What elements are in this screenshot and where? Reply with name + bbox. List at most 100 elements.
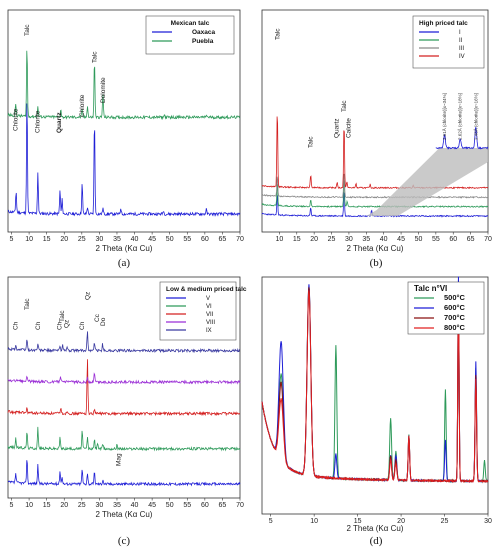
legend-entry: V	[206, 296, 210, 302]
x-tick-label: 30	[95, 236, 103, 243]
x-tick-label: 5	[10, 236, 14, 243]
panel-label: (b)	[370, 257, 383, 269]
peak-annotation: Talc	[24, 24, 31, 36]
x-tick-label: 25	[328, 236, 336, 243]
x-tick-label: 20	[60, 236, 68, 243]
peak-annotation: Ch	[79, 321, 86, 330]
legend-entry: II	[459, 38, 463, 44]
x-tick-label: 15	[354, 518, 362, 525]
series-line-800°C	[261, 286, 489, 484]
inset-label: 2.62Å (chlorite)[x~18%]	[457, 93, 463, 140]
peak-annotation: Talc	[59, 310, 66, 322]
x-axis-label: 2 Theta (Kα Cu)	[347, 524, 404, 533]
legend-entry: VI	[206, 304, 212, 310]
x-tick-label: 40	[131, 236, 139, 243]
legend-entry: 700°C	[444, 313, 466, 322]
x-tick-label: 25	[78, 236, 86, 243]
peak-annotation: Quartz	[56, 112, 63, 133]
x-tick-label: 30	[484, 518, 492, 525]
inset-label: 2.48Å (chlorite)[x~16%]	[472, 93, 478, 140]
legend-title: Talc n°VI	[414, 284, 447, 293]
x-tick-label: 30	[95, 502, 103, 509]
inset-trace	[435, 127, 489, 150]
x-tick-label: 70	[236, 502, 244, 509]
x-tick-label: 35	[362, 236, 370, 243]
legend-entry: Puebla	[192, 38, 214, 45]
peak-annotation: Do	[100, 317, 107, 326]
x-tick-label: 55	[432, 236, 440, 243]
legend: Low & medium priced talc V VI VII VIII IX	[159, 281, 247, 341]
legend-entry: III	[459, 46, 464, 52]
plot-frame	[261, 9, 489, 233]
peak-annotation: Ch	[56, 321, 63, 330]
x-axis-label: 2 Theta (Kα Cu)	[347, 244, 404, 253]
peak-annotation: Mag	[116, 453, 123, 466]
peak-annotation: Chlorite	[13, 108, 20, 131]
panel-c: 5 10 15 20 25 30 35 40 45 50 55 60 65 70 2 Theta (Kα C…	[7, 276, 247, 547]
plot-frame	[7, 276, 241, 499]
x-tick-label: 70	[236, 236, 244, 243]
legend-entry: I	[459, 30, 461, 36]
legend-entry: Oaxaca	[192, 29, 216, 36]
x-tick-label: 60	[201, 502, 209, 509]
series-line-IV	[261, 116, 489, 190]
panel-a: 5 10 15 20 25 30 35 40 45 50 55 60 65 70 2 Theta (Kα C…	[7, 9, 244, 269]
series-line-II	[261, 178, 489, 209]
x-tick-label: 10	[275, 236, 283, 243]
x-tick-label: 65	[467, 236, 475, 243]
legend-entry: IX	[206, 328, 212, 334]
x-tick-label: 20	[60, 502, 68, 509]
peak-annotation: Dolomite	[100, 77, 107, 103]
x-tick-label: 45	[148, 236, 156, 243]
x-tick-label: 35	[113, 236, 121, 243]
x-tick-label: 55	[183, 236, 191, 243]
peak-annotation: Talc	[308, 136, 315, 148]
zoom-wedge	[366, 148, 488, 216]
legend-box	[145, 15, 235, 55]
x-tick-label: 15	[293, 236, 301, 243]
x-tick-label: 15	[43, 502, 51, 509]
peak-annotation: Calcite	[346, 118, 353, 138]
x-tick-label: 40	[380, 236, 388, 243]
peak-annotation: Cc	[94, 313, 101, 322]
x-tick-label: 10	[25, 502, 33, 509]
panel-label: (d)	[370, 535, 383, 547]
legend-entry: 600°C	[444, 303, 466, 312]
x-tick-label: 55	[183, 502, 191, 509]
x-tick-label: 50	[166, 236, 174, 243]
peak-annotation: Talc	[24, 298, 31, 310]
legend: Mexican talc Oaxaca Puebla	[145, 15, 235, 55]
x-tick-label: 10	[310, 518, 318, 525]
peak-annotation: Qz	[84, 292, 91, 300]
peak-annotation: Talc	[91, 51, 98, 63]
x-tick-label: 40	[131, 502, 139, 509]
peak-annotation: Quartz	[333, 118, 340, 138]
peak-annotation: Chlorite	[79, 94, 86, 117]
x-tick-label: 5	[269, 518, 273, 525]
panel-label: (c)	[118, 535, 131, 547]
x-tick-label: 15	[43, 236, 51, 243]
x-tick-label: 65	[219, 236, 227, 243]
inset-label: 2.61Å (chlorite)[x~34%]	[441, 93, 447, 140]
panel-d: 5 10 15 20 25 30 2 Theta (Kα Cu) (d) Talc n°VI50…	[261, 276, 492, 547]
series-line-VI	[7, 426, 241, 452]
series-line-VIII	[7, 372, 241, 385]
x-tick-label: 30	[345, 236, 353, 243]
legend-entry: 800°C	[444, 323, 466, 332]
x-tick-label: 25	[78, 502, 86, 509]
x-tick-label: 45	[148, 502, 156, 509]
series-line-VII	[7, 359, 241, 417]
x-tick-label: 25	[441, 518, 449, 525]
peak-annotation: Ch	[35, 321, 42, 330]
x-tick-label: 5	[10, 502, 14, 509]
x-tick-label: 50	[415, 236, 423, 243]
panel-b: 10 15 20 25 30 35 40 45 50 55 60 65 70 2 Theta (Kα Cu…	[261, 9, 492, 269]
x-tick-label: 35	[113, 502, 121, 509]
panel-label: (a)	[118, 257, 131, 269]
x-tick-label: 20	[310, 236, 318, 243]
legend-entry: VIII	[206, 320, 215, 326]
series-line-IX	[7, 331, 241, 354]
x-axis-label: 2 Theta (Kα Cu)	[96, 510, 153, 519]
